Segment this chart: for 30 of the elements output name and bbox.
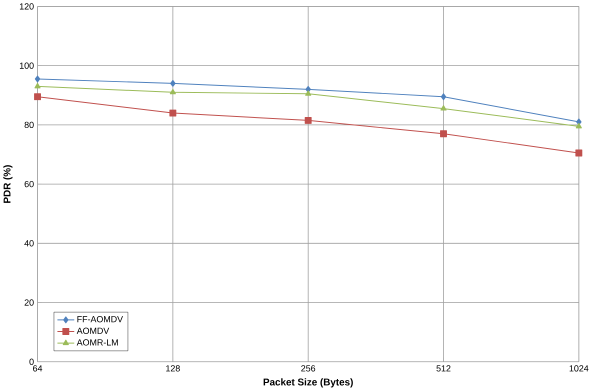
y-tick-label: 60 — [24, 181, 34, 188]
point — [576, 123, 582, 128]
x-axis-title: Packet Size (Bytes) — [264, 378, 353, 388]
x-tick-label: 128 — [166, 365, 180, 372]
y-tick-label: 20 — [24, 300, 34, 306]
x-tick-label: 64 — [33, 365, 42, 372]
point — [170, 88, 176, 94]
y-tick-label: 80 — [24, 122, 34, 128]
y-axis-title: PDR (%) — [3, 165, 12, 203]
point — [305, 90, 312, 96]
y-tick-label: 100 — [20, 62, 34, 69]
point — [170, 80, 176, 87]
legend-label: FF-AOMDV — [77, 316, 123, 322]
point — [34, 93, 41, 100]
point — [575, 150, 582, 157]
x-tick-label: 256 — [301, 365, 316, 372]
legend-label: AOMDV — [76, 328, 110, 334]
legend-label: AOMR-LM — [76, 339, 118, 346]
point — [440, 130, 447, 138]
point — [34, 76, 40, 83]
y-tick-label: 120 — [20, 3, 34, 10]
point — [440, 105, 447, 111]
point — [169, 110, 176, 117]
y-tick-label: 40 — [24, 240, 34, 247]
point — [304, 117, 312, 124]
point — [34, 83, 41, 88]
y-tick-label: 0 — [29, 358, 34, 366]
x-tick-label: 512 — [436, 365, 450, 372]
point — [440, 93, 446, 100]
x-tick-label: 1024 — [570, 365, 588, 372]
